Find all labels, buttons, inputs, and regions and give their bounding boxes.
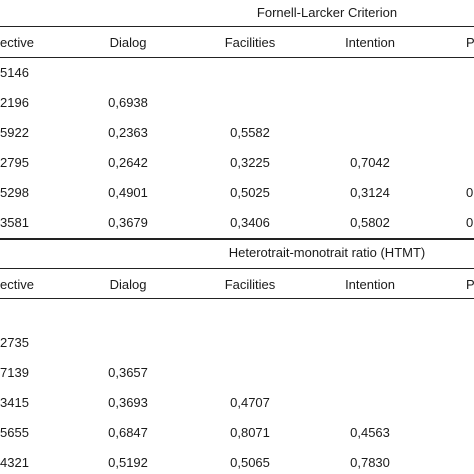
table-cell: 5298 [0,185,29,200]
table-cell: 0 [466,185,474,200]
table-cell: 0,5065 [230,455,270,470]
table-cell: 5655 [0,425,29,440]
table-cell: 0,5025 [230,185,270,200]
table-cell: 5146 [0,65,29,80]
table-cell: 0,3693 [108,395,148,410]
column-header-dialog: Dialog [109,277,147,292]
table-cell: 0,3225 [230,155,270,170]
column-header-last: P [466,35,474,50]
column-header-facilities: Facilities [224,35,276,50]
table-cell: 4321 [0,455,29,470]
table-rule [0,268,474,269]
table-cell: 0,2642 [108,155,148,170]
table-cell: 0,6938 [108,95,148,110]
column-header-intention: Intention [345,277,395,292]
table-cell: 0 [466,215,474,230]
table-rule [0,26,474,27]
column-header-dialog: Dialog [109,35,147,50]
table-cell: 0,8071 [230,425,270,440]
table-cell: 0,4707 [230,395,270,410]
table-cell: 0,3406 [230,215,270,230]
table-cell: 0,3657 [108,365,148,380]
table-cell: 0,2363 [108,125,148,140]
column-header-intention: Intention [345,35,395,50]
table-cell: 0,5192 [108,455,148,470]
table-cell: 5922 [0,125,29,140]
table-cell: 0,7830 [350,455,390,470]
table-rule [0,238,474,240]
table-cell: 0,4563 [350,425,390,440]
table-cell: 3415 [0,395,29,410]
table-cell: 2735 [0,335,29,350]
table-rule [0,57,474,58]
column-header-first: ective [0,35,34,50]
column-header-facilities: Facilities [224,277,276,292]
column-header-last: P [466,277,474,292]
table-cell: 0,4901 [108,185,148,200]
table-cell: 0,6847 [108,425,148,440]
section-title-fornell-larcker: Fornell-Larcker Criterion [256,5,398,20]
table-cell: 0,5582 [230,125,270,140]
table-cell: 0,3124 [350,185,390,200]
table-cell: 0,7042 [350,155,390,170]
table-cell: 0,3679 [108,215,148,230]
column-header-first: ective [0,277,34,292]
table-cell: 0,5802 [350,215,390,230]
table-cell: 2795 [0,155,29,170]
section-title-htmt: Heterotrait-monotrait ratio (HTMT) [228,245,426,260]
table-cell: 7139 [0,365,29,380]
table-cell: 2196 [0,95,29,110]
table-cell: 3581 [0,215,29,230]
table-rule [0,298,474,299]
